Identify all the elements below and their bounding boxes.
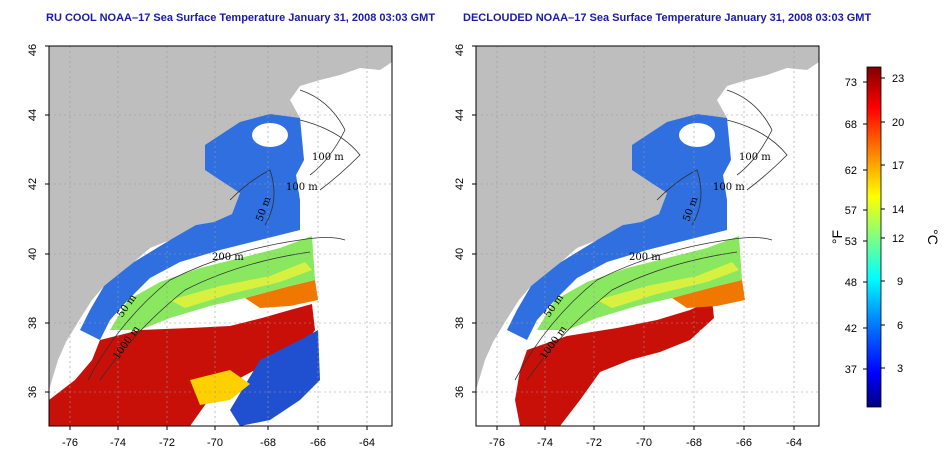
lon-tick-label: -70 — [636, 437, 652, 449]
lat-tick-label: 40 — [27, 248, 39, 260]
left-panel-title: RU COOL NOAA–17 Sea Surface Temperature … — [46, 12, 436, 24]
lon-axis: -76 -74 -72 -70 -68 -66 -64 — [489, 426, 802, 449]
lon-tick-label: -74 — [110, 437, 126, 449]
lon-tick-label: -72 — [586, 437, 602, 449]
bathymetry-contours — [514, 89, 788, 381]
bathymetry-contours — [87, 89, 361, 381]
contour-label: 200 m — [212, 252, 244, 263]
right-panel-title: DECLOUDED NOAA–17 Sea Surface Temperatur… — [463, 12, 872, 24]
lat-tick-label: 46 — [27, 44, 39, 56]
celsius-tick-label: 12 — [892, 233, 904, 245]
lat-tick-label: 42 — [27, 178, 39, 190]
fahrenheit-unit-label: °F — [829, 230, 845, 244]
contour-label: 100 m — [739, 152, 771, 163]
fahrenheit-tick-label: 57 — [845, 205, 857, 217]
celsius-scale: 23 20 17 14 12 9 6 3 — [881, 73, 904, 375]
gulf-stream-warm-water — [515, 300, 714, 426]
colorbar-gradient — [866, 66, 882, 408]
lat-tick-label: 44 — [27, 109, 39, 121]
cloud-contaminated-pixels — [230, 330, 320, 426]
lat-tick-label: 36 — [454, 386, 466, 398]
slope-water-warm — [170, 262, 312, 308]
fahrenheit-scale: 73 68 62 57 53 48 42 37 — [845, 77, 867, 376]
noisy-warm-pixels — [190, 370, 250, 405]
celsius-tick-label: 9 — [897, 276, 903, 288]
fahrenheit-tick-label: 62 — [845, 165, 857, 177]
colorbar: 73 68 62 57 53 48 42 37 23 20 17 14 12 9… — [829, 66, 941, 408]
lon-tick-label: -66 — [736, 437, 752, 449]
shelf-cold-water — [80, 114, 304, 340]
lon-tick-label: -68 — [260, 437, 276, 449]
fahrenheit-tick-label: 42 — [845, 323, 857, 335]
declouded-mask — [600, 320, 760, 426]
celsius-tick-label: 20 — [892, 117, 904, 129]
shelf-cold-water — [507, 114, 731, 340]
land-mass — [49, 46, 392, 390]
lat-tick-label: 38 — [27, 317, 39, 329]
lon-axis: -76 -74 -72 -70 -68 -66 -64 — [62, 426, 375, 449]
celsius-tick-label: 6 — [897, 320, 903, 332]
contour-label: 200 m — [629, 252, 661, 263]
lon-tick-label: -72 — [159, 437, 175, 449]
lon-tick-label: -66 — [310, 437, 326, 449]
map-frame — [48, 45, 393, 427]
fahrenheit-tick-label: 53 — [845, 236, 857, 248]
fahrenheit-tick-label: 48 — [845, 277, 857, 289]
contour-label: 100 m — [713, 182, 745, 193]
celsius-tick-label: 14 — [892, 204, 904, 216]
lon-tick-label: -70 — [207, 437, 223, 449]
lon-tick-label: -64 — [359, 437, 375, 449]
lat-tick-label: 46 — [454, 44, 466, 56]
fahrenheit-tick-label: 68 — [845, 119, 857, 131]
lon-tick-label: -64 — [786, 437, 802, 449]
lat-tick-label: 36 — [27, 386, 39, 398]
lat-lon-grid — [476, 46, 819, 426]
fahrenheit-tick-label: 73 — [845, 77, 857, 89]
fahrenheit-tick-label: 37 — [845, 364, 857, 376]
celsius-tick-label: 3 — [897, 363, 903, 375]
warm-filament — [672, 280, 745, 308]
warm-filament — [245, 280, 318, 308]
georges-bank — [252, 123, 288, 147]
map-frame — [475, 45, 820, 427]
lat-tick-label: 44 — [454, 109, 466, 121]
lat-tick-label: 40 — [454, 248, 466, 260]
slope-water-warm — [597, 262, 739, 308]
gulf-stream-warm-water — [49, 304, 315, 426]
right-sst-map: 100 m 100 m 50 m 200 m 50 m 1000 m — [476, 46, 819, 426]
land-mass — [476, 46, 819, 390]
lon-tick-label: -76 — [62, 437, 78, 449]
slope-water — [537, 236, 742, 330]
lat-tick-label: 42 — [454, 178, 466, 190]
lat-axis: 36 38 40 42 44 46 — [27, 44, 49, 398]
lon-tick-label: -68 — [686, 437, 702, 449]
contour-label: 100 m — [286, 182, 318, 193]
celsius-tick-label: 17 — [892, 160, 904, 172]
celsius-tick-label: 23 — [892, 73, 904, 85]
celsius-unit-label: °C — [925, 229, 941, 245]
lat-tick-label: 38 — [454, 317, 466, 329]
contour-label: 100 m — [312, 152, 344, 163]
lon-tick-label: -74 — [537, 437, 553, 449]
lat-axis: 36 38 40 42 44 46 — [454, 44, 476, 398]
lon-tick-label: -76 — [489, 437, 505, 449]
georges-bank — [679, 123, 715, 147]
lat-lon-grid — [49, 46, 392, 426]
slope-water — [110, 236, 315, 330]
